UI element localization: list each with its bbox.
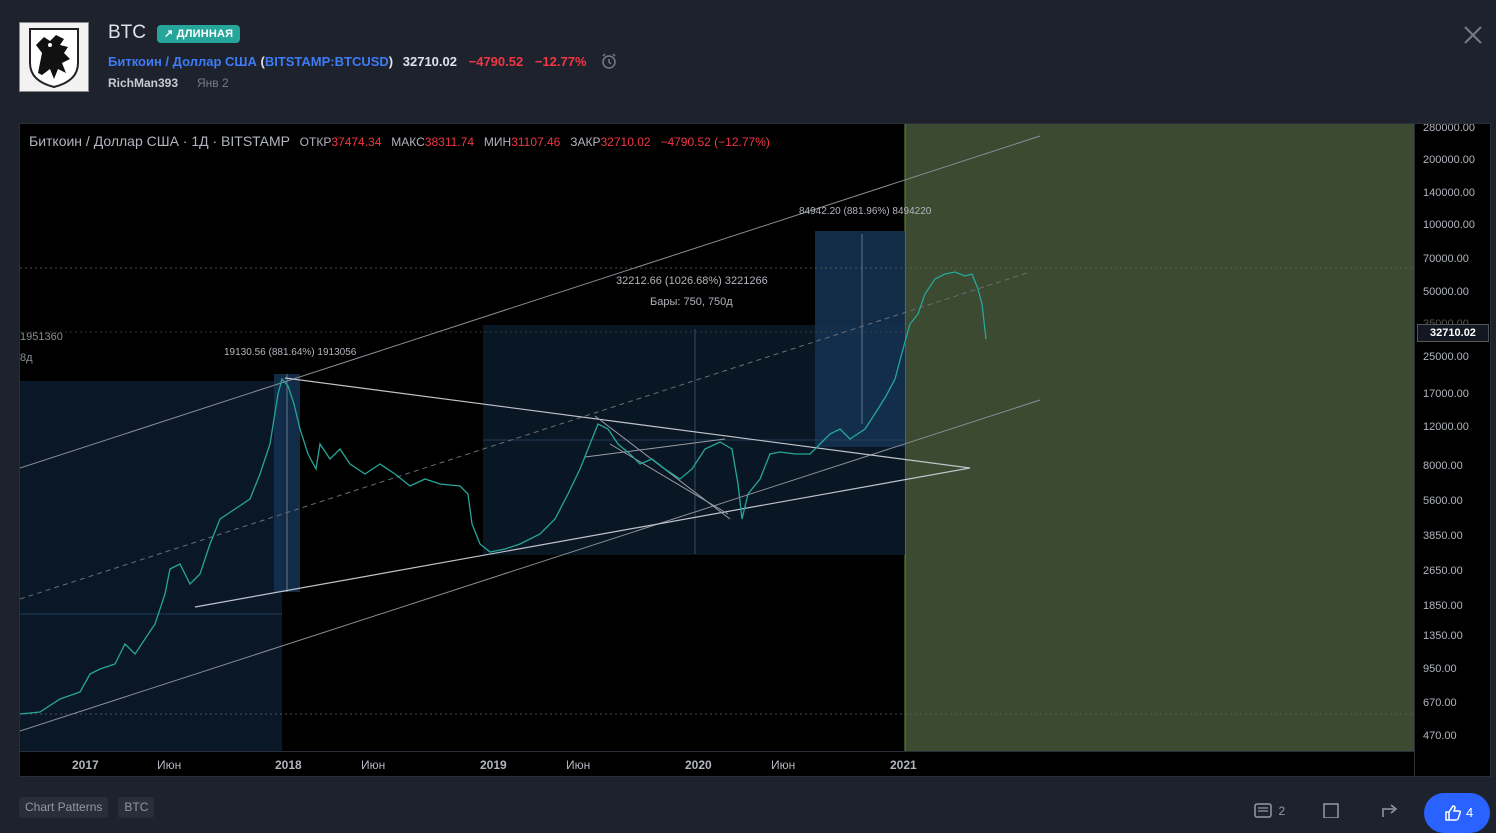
price-axis-label: 70000.00 [1423,253,1469,265]
triangle-top [284,377,971,469]
long-badge: ↗ ДЛИННАЯ [157,25,241,43]
range3-label: 84942.20 (881.96%) 8494220 [799,206,932,217]
channel-upper [20,135,1041,469]
share-icon [1382,804,1398,817]
price-axis-label: 17000.00 [1423,388,1469,400]
like-button[interactable]: 4 [1424,793,1490,833]
time-axis[interactable]: 2017 Июн 2018 Июн 2019 Июн 2020 Июн 2021 [20,751,1414,776]
time-axis-label: 2018 [275,758,302,772]
price-axis-label: 3850.00 [1423,530,1463,542]
range1-left-b: 8д [20,352,33,364]
price-axis-label: 280000.00 [1423,123,1475,134]
time-axis-label: Июн [566,758,591,772]
price-axis-label: 670.00 [1423,697,1457,709]
repost-button[interactable] [1323,803,1339,823]
price-axis-label: 5600.00 [1423,495,1463,507]
symbol-link[interactable]: BITSTAMP:BTCUSD [264,53,389,69]
price-axis-label: 2650.00 [1423,565,1463,577]
time-axis-label: 2019 [480,758,507,772]
range2-label-b: Бары: 750, 750д [650,296,733,308]
price-series [20,271,987,715]
author-avatar[interactable] [19,22,89,92]
comment-icon [1254,803,1272,818]
time-axis-label: Июн [361,758,386,772]
comments-button[interactable]: 2 [1254,803,1285,823]
price-axis-label: 25000.00 [1423,351,1469,363]
tag-chart-patterns[interactable]: Chart Patterns [19,797,109,818]
triangle-bottom [194,467,971,608]
range1-left-a: 1951360 [20,331,63,343]
instrument-name-link[interactable]: Биткоин / Доллар США [108,53,257,69]
current-price: 32710.02 [402,53,457,69]
publish-date: Янв 2 [197,76,229,90]
price-axis-label: 1850.00 [1423,600,1463,612]
time-axis-label: 2021 [890,758,917,772]
price-axis-label: 12000.00 [1423,421,1469,433]
tags-row: Chart Patterns BTC [19,797,164,818]
price-chart[interactable]: Биткоин / Доллар США · 1Д · BITSTAMP ОТК… [19,123,1491,777]
share-button[interactable] [1382,803,1400,823]
last-price-label: 32710.02 [1417,324,1489,342]
price-axis-label: 8000.00 [1423,460,1463,472]
price-axis-label: 140000.00 [1423,187,1475,199]
range-box-3 [815,231,905,447]
range-box-1 [20,381,282,751]
time-axis-label: Июн [771,758,796,772]
thumbs-up-icon [1445,805,1462,821]
price-axis-label: 100000.00 [1423,219,1475,231]
price-axis[interactable]: 280000.00 200000.00 140000.00 100000.00 7000… [1414,123,1490,776]
range1-label: 19130.56 (881.64%) 1913056 [224,347,357,358]
price-axis-label: 50000.00 [1423,286,1469,298]
chart-legend: Биткоин / Доллар США · 1Д · BITSTAMP ОТК… [29,133,770,149]
square-icon [1323,803,1339,819]
alarm-clock-icon[interactable] [600,52,618,73]
price-axis-label: 950.00 [1423,663,1457,675]
time-axis-label: Июн [157,758,182,772]
idea-title: BTC [108,22,146,43]
lion-logo-icon [29,28,79,89]
chart-canvas [20,124,1415,751]
price-axis-label: 470.00 [1423,730,1457,742]
tag-btc[interactable]: BTC [118,797,155,818]
time-axis-label: 2020 [685,758,712,772]
price-change: −4790.52 [468,53,524,69]
author-name[interactable]: RichMan393 [108,76,179,90]
range2-label-a: 32212.66 (1026.68%) 3221266 [616,275,768,287]
price-change-percent: −12.77% [534,53,587,69]
time-axis-label: 2017 [72,758,99,772]
instrument-line: Биткоин / Доллар США (BITSTAMP:BTCUSD) 3… [108,52,618,73]
legend-title: Биткоин / Доллар США · 1Д · BITSTAMP [29,133,290,149]
close-icon[interactable] [1462,24,1484,46]
price-axis-label: 1350.00 [1423,630,1463,642]
price-axis-label: 200000.00 [1423,154,1475,166]
future-zone [905,124,1415,751]
